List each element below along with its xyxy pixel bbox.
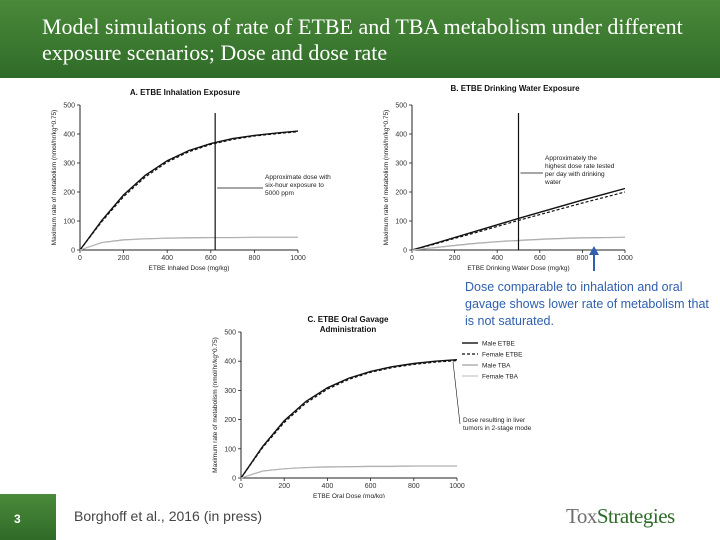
x-tick-label: 600 [365,483,377,490]
x-tick-label: 200 [449,255,461,262]
company-logo: ToxStrategies [566,504,675,529]
chart-annotation: Approximately the [545,155,597,162]
x-axis-label: ETBE Inhaled Dose (mg/kg) [149,265,230,272]
x-tick-label: 800 [577,255,589,262]
slide-title: Model simulations of rate of ETBE and TB… [42,14,683,65]
series-line-male-etbe [240,359,458,479]
chart-annotation: per day with drinking [545,171,605,178]
chart-annotation: Dose resulting in liver [463,417,526,424]
y-tick-label: 500 [63,103,75,110]
annotation-pointer [452,361,461,425]
title-banner [0,0,720,78]
chart-b: B. ETBE Drinking Water Exposure 0 200 400 60… [383,84,633,272]
legend-label: Female ETBE [482,352,523,359]
y-tick-label: 400 [63,132,75,139]
x-tick-label: 400 [491,255,503,262]
x-tick-label: 400 [161,255,173,262]
x-tick-label: 1000 [617,255,633,262]
legend-label: Male TBA [482,363,511,370]
y-tick-label: 300 [395,161,407,168]
y-tick-label: 0 [232,476,236,483]
chart-a: A. ETBE Inhalation Exposure 0 200 400 600 800… [51,88,331,272]
y-tick-label: 200 [63,190,75,197]
y-tick-label: 400 [395,132,407,139]
y-tick-label: 200 [224,417,236,424]
series-line-female-tba [240,465,457,479]
x-tick-label: 1000 [290,255,306,262]
chart-annotation: Approximate dose with [265,174,331,181]
y-tick-label: 300 [63,161,75,168]
x-tick-label: 1000 [449,483,465,490]
chart-annotation: six-hour exposure to [265,182,324,189]
x-axis-label: ETBE Oral Dose (mg/kg) [313,493,385,498]
chart-annotation: water [544,179,562,186]
chart-title: C. ETBE Oral Gavage [308,315,389,324]
y-tick-label: 100 [395,219,407,226]
arrow-head [589,246,599,255]
logo-prefix: Tox [566,504,597,528]
y-axis-label: Maximum rate of metabolism (nmol/hr/kg^0… [383,110,390,246]
series-line-male-tba [79,236,298,251]
y-tick-label: 400 [224,359,236,366]
chart-annotation: tumors in 2-stage mode [463,425,532,432]
citation: Borghoff et al., 2016 (in press) [74,508,263,524]
x-tick-label: 800 [408,483,420,490]
x-axis-label: ETBE Drinking Water Dose (mg/kg) [467,265,569,272]
x-tick-label: 600 [534,255,546,262]
series-line-male-tba [240,465,457,479]
chart-annotation: 5000 ppm [265,190,294,197]
legend-label: Female TBA [482,374,519,381]
chart-title: A. ETBE Inhalation Exposure [130,88,241,97]
footer-band [0,494,56,540]
y-tick-label: 0 [71,248,75,255]
series-line-male-etbe [79,130,299,251]
note-arrow [589,246,599,271]
charts-area: A. ETBE Inhalation Exposure 0 200 400 600 800… [51,84,633,498]
y-tick-label: 500 [224,330,236,337]
x-tick-label: 0 [410,255,414,262]
legend-label: Male ETBE [482,341,516,348]
y-axis-label: Maximum rate of metabolism (nmol/hr/kg^0… [212,337,219,473]
series-line-female-etbe [79,131,299,251]
y-tick-label: 200 [395,190,407,197]
y-tick-label: 500 [395,103,407,110]
note-text: Dose comparable to inhalation and oral g… [465,280,709,328]
x-tick-label: 200 [118,255,130,262]
series-line-female-etbe [240,360,458,479]
logo-suffix: Strategies [596,504,675,528]
chart-annotation: highest dose rate tested [545,163,615,170]
y-tick-label: 0 [403,248,407,255]
y-tick-label: 300 [224,388,236,395]
x-tick-label: 0 [78,255,82,262]
x-tick-label: 600 [205,255,217,262]
chart-title: Administration [320,325,377,334]
series-line-female-tba [79,237,298,251]
y-tick-label: 100 [224,446,236,453]
x-tick-label: 0 [239,483,243,490]
chart-title: B. ETBE Drinking Water Exposure [450,84,580,93]
x-tick-label: 400 [322,483,334,490]
x-tick-label: 800 [249,255,261,262]
y-tick-label: 100 [63,219,75,226]
page-number: 3 [14,512,21,526]
x-tick-label: 200 [278,483,290,490]
y-axis-label: Maximum rate of metabolism (nmol/hr/kg^0… [51,110,58,246]
